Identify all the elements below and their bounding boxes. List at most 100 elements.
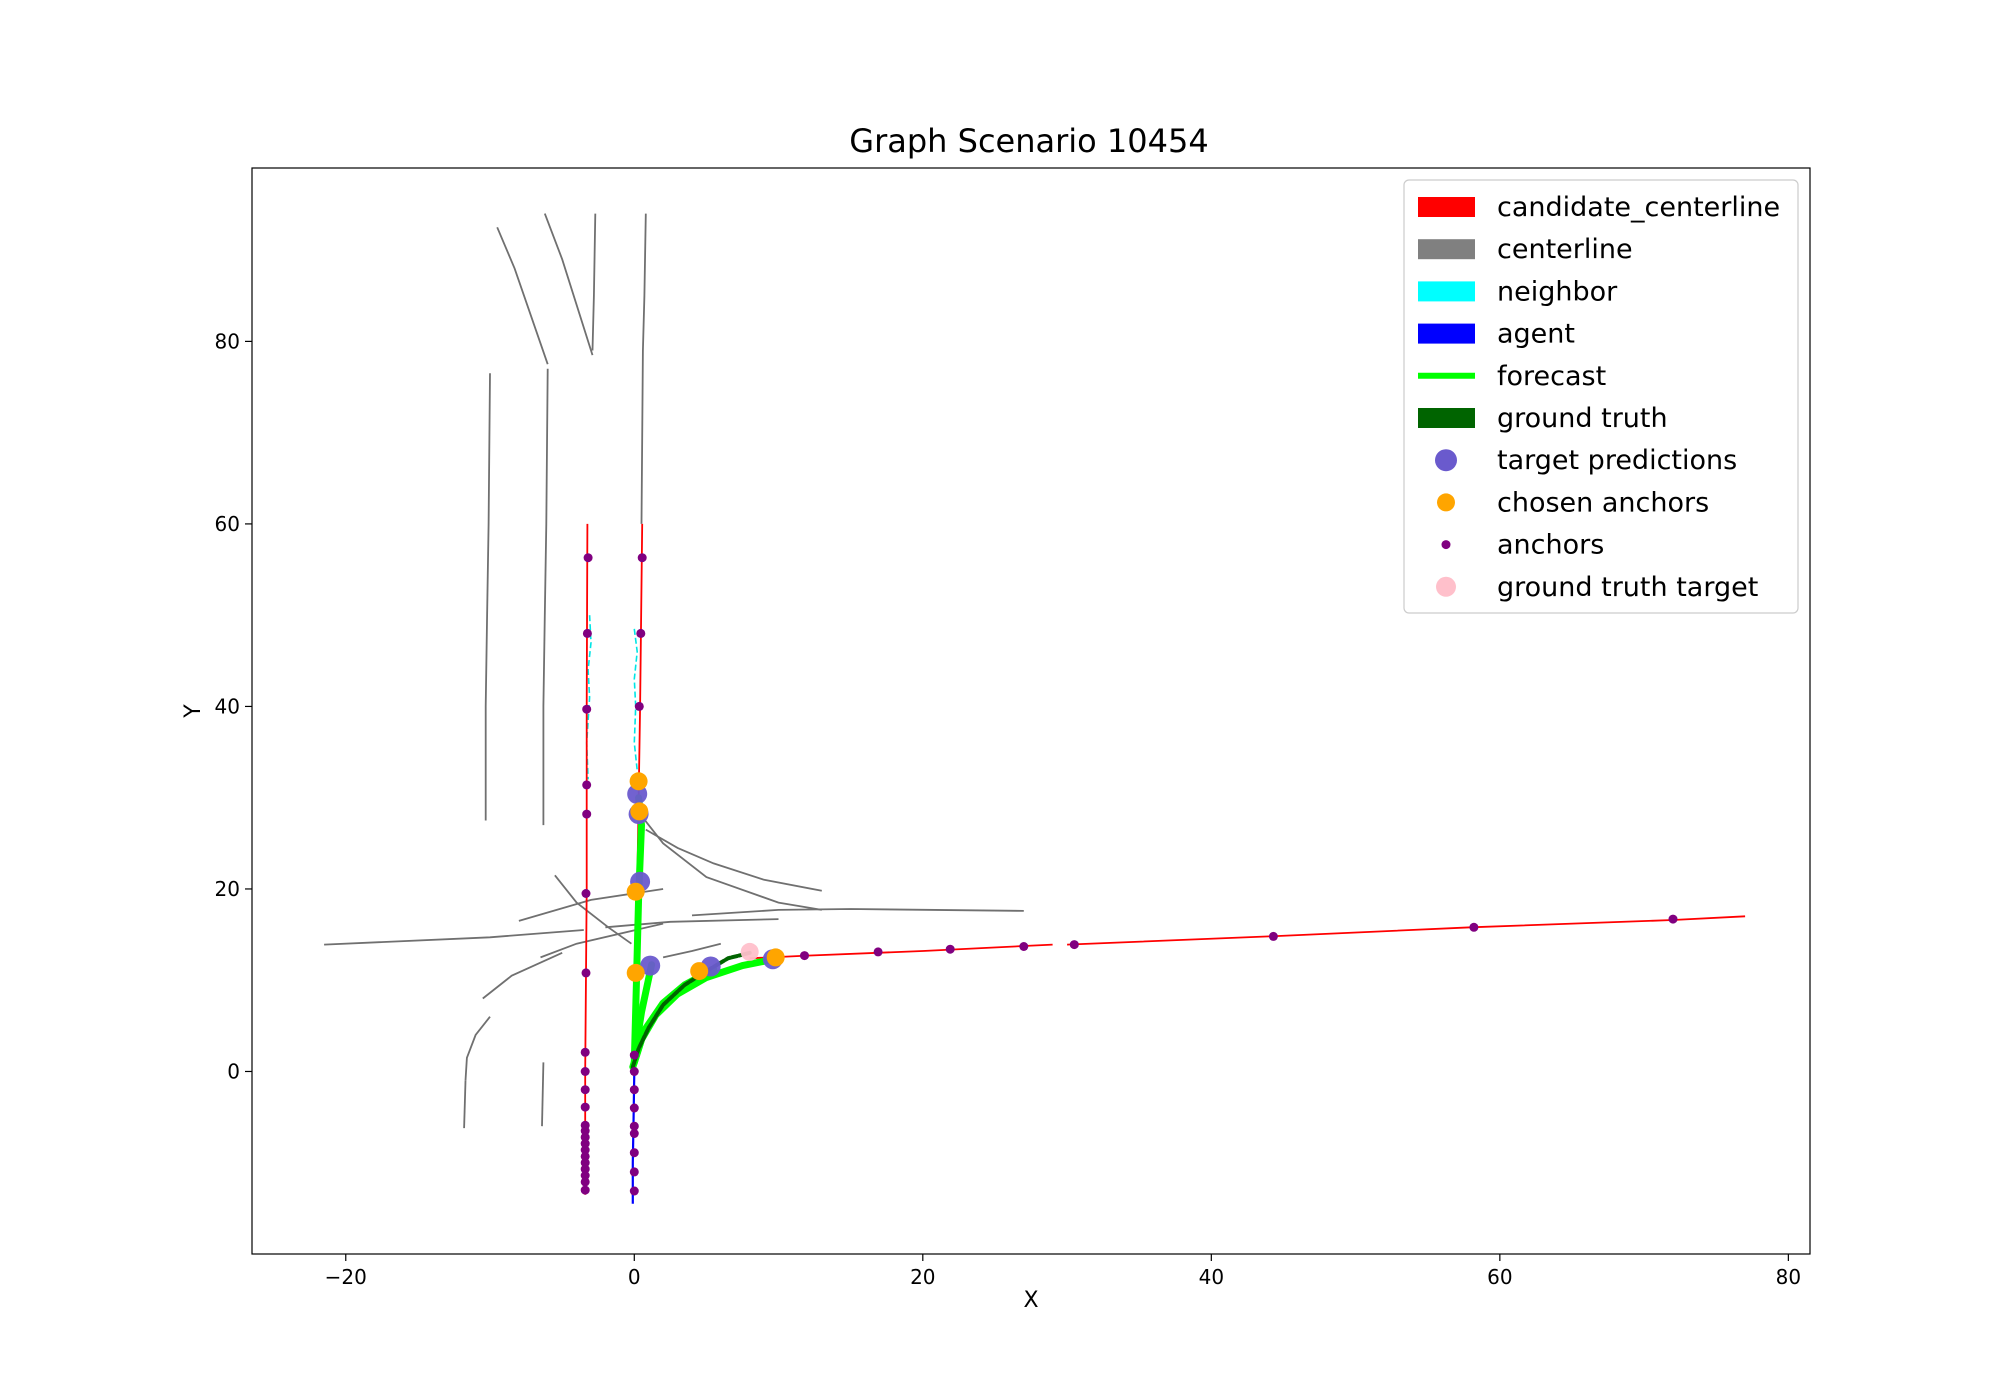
legend-swatch [1418,323,1475,344]
legend-frame [1403,179,1799,614]
legend-entries: candidate_centerline centerline neighbor ag… [1418,192,1780,603]
legend-label: centerline [1497,234,1633,265]
legend-swatch [1441,540,1451,550]
anchor-point [582,809,592,819]
chosen-anchor-point [766,948,785,967]
x-tick-label: 40 [1199,1265,1224,1289]
legend-swatch [1418,239,1475,260]
x-axis-label: X [1023,1288,1038,1313]
anchor-point [580,1164,590,1174]
anchor-point [634,701,644,711]
centerline-segment [482,951,563,1000]
centerline-segment [591,213,597,351]
centerline-segment [645,828,822,892]
y-tick-label: 60 [215,512,240,536]
anchor-point [629,1050,639,1060]
anchor-point [580,1158,590,1168]
chosen-anchor-point [690,962,709,981]
anchor-point [581,889,591,898]
candidate-centerline [584,523,589,1195]
chart-title: Graph Scenario 10454 [849,122,1208,160]
y-axis-label: Y [181,704,206,719]
anchor-point [582,628,592,638]
anchor-point [581,968,591,978]
anchor-point [583,553,593,563]
anchor-point [1268,931,1278,941]
anchor-point [582,780,592,790]
anchor-point [580,1067,590,1076]
centerline-segment [496,226,549,365]
anchor-point [580,1177,590,1187]
anchor-point [580,1047,590,1057]
legend-swatch [1418,197,1475,217]
anchor-point [629,1148,639,1158]
x-tick-label: 60 [1487,1265,1512,1289]
legend-label: ground truth [1497,403,1668,434]
anchor-point [873,947,883,957]
anchor-point [629,1103,639,1113]
x-tick-label: 0 [628,1265,641,1289]
anchor-point [945,944,955,954]
target-prediction-point [640,955,661,976]
legend-swatch [1435,449,1457,472]
legend-label: target predictions [1497,445,1737,476]
centerline-segment [463,1080,467,1129]
anchor-point [629,1129,639,1138]
legend-label: anchors [1497,530,1604,561]
x-tick-label: 20 [910,1265,935,1289]
legend-label: neighbor [1497,276,1618,307]
anchor-point [1019,942,1029,951]
chosen-anchor-point [629,772,648,791]
legend-swatch [1418,281,1475,302]
y-tick-label: 40 [215,694,240,718]
chosen-anchor-point [630,802,649,821]
chosen-anchor-point [626,963,645,982]
neighbor-trajectory [585,615,592,780]
anchor-point [629,1067,639,1076]
anchor-point [580,1171,590,1180]
anchor-point [580,1139,590,1149]
legend-label: forecast [1497,361,1606,392]
x-tick-label: −20 [325,1265,367,1289]
anchor-point [1469,922,1479,932]
centerline-segment [662,942,722,959]
anchor-point [580,1151,590,1161]
chosen-anchor-point [626,882,645,901]
legend-swatch [1418,408,1475,428]
anchor-point [582,704,592,714]
legend: candidate_centerline centerline neighbor ag… [1403,179,1799,614]
anchor-point [580,1102,590,1112]
centerline-segment [543,213,594,356]
plot-content [324,213,1746,1204]
anchor-point [1069,940,1079,950]
ground-truth-target-point [740,942,759,961]
centerline-segment [464,1016,491,1081]
plot-frame [251,167,1811,1255]
centerline-segment [541,1062,545,1127]
centerline-segment [542,368,549,826]
centerline-segment [605,918,779,929]
anchor-point [629,1085,639,1095]
centerline-segment [540,922,664,959]
legend-swatch [1436,576,1456,597]
centerline-segment [554,874,632,945]
legend-label: ground truth target [1497,572,1758,603]
anchor-point [629,1186,639,1196]
centerline-segment [640,213,647,524]
anchor-point [629,1121,639,1131]
anchor-point [629,1167,639,1177]
x-tick-label: 80 [1776,1265,1801,1289]
legend-swatch [1437,493,1455,512]
centerline-segment [484,373,491,821]
legend-label: chosen anchors [1497,487,1709,518]
anchor-point [580,1126,590,1136]
y-tick-label: 20 [215,877,240,901]
x-axis-ticks: −20 0 20 40 60 80 [325,1254,1801,1289]
anchor-point [580,1132,590,1142]
anchor-point [580,1145,590,1155]
y-tick-label: 0 [227,1059,240,1083]
anchor-point [800,951,809,961]
anchor-point [637,553,647,563]
legend-label: candidate_centerline [1497,192,1780,223]
